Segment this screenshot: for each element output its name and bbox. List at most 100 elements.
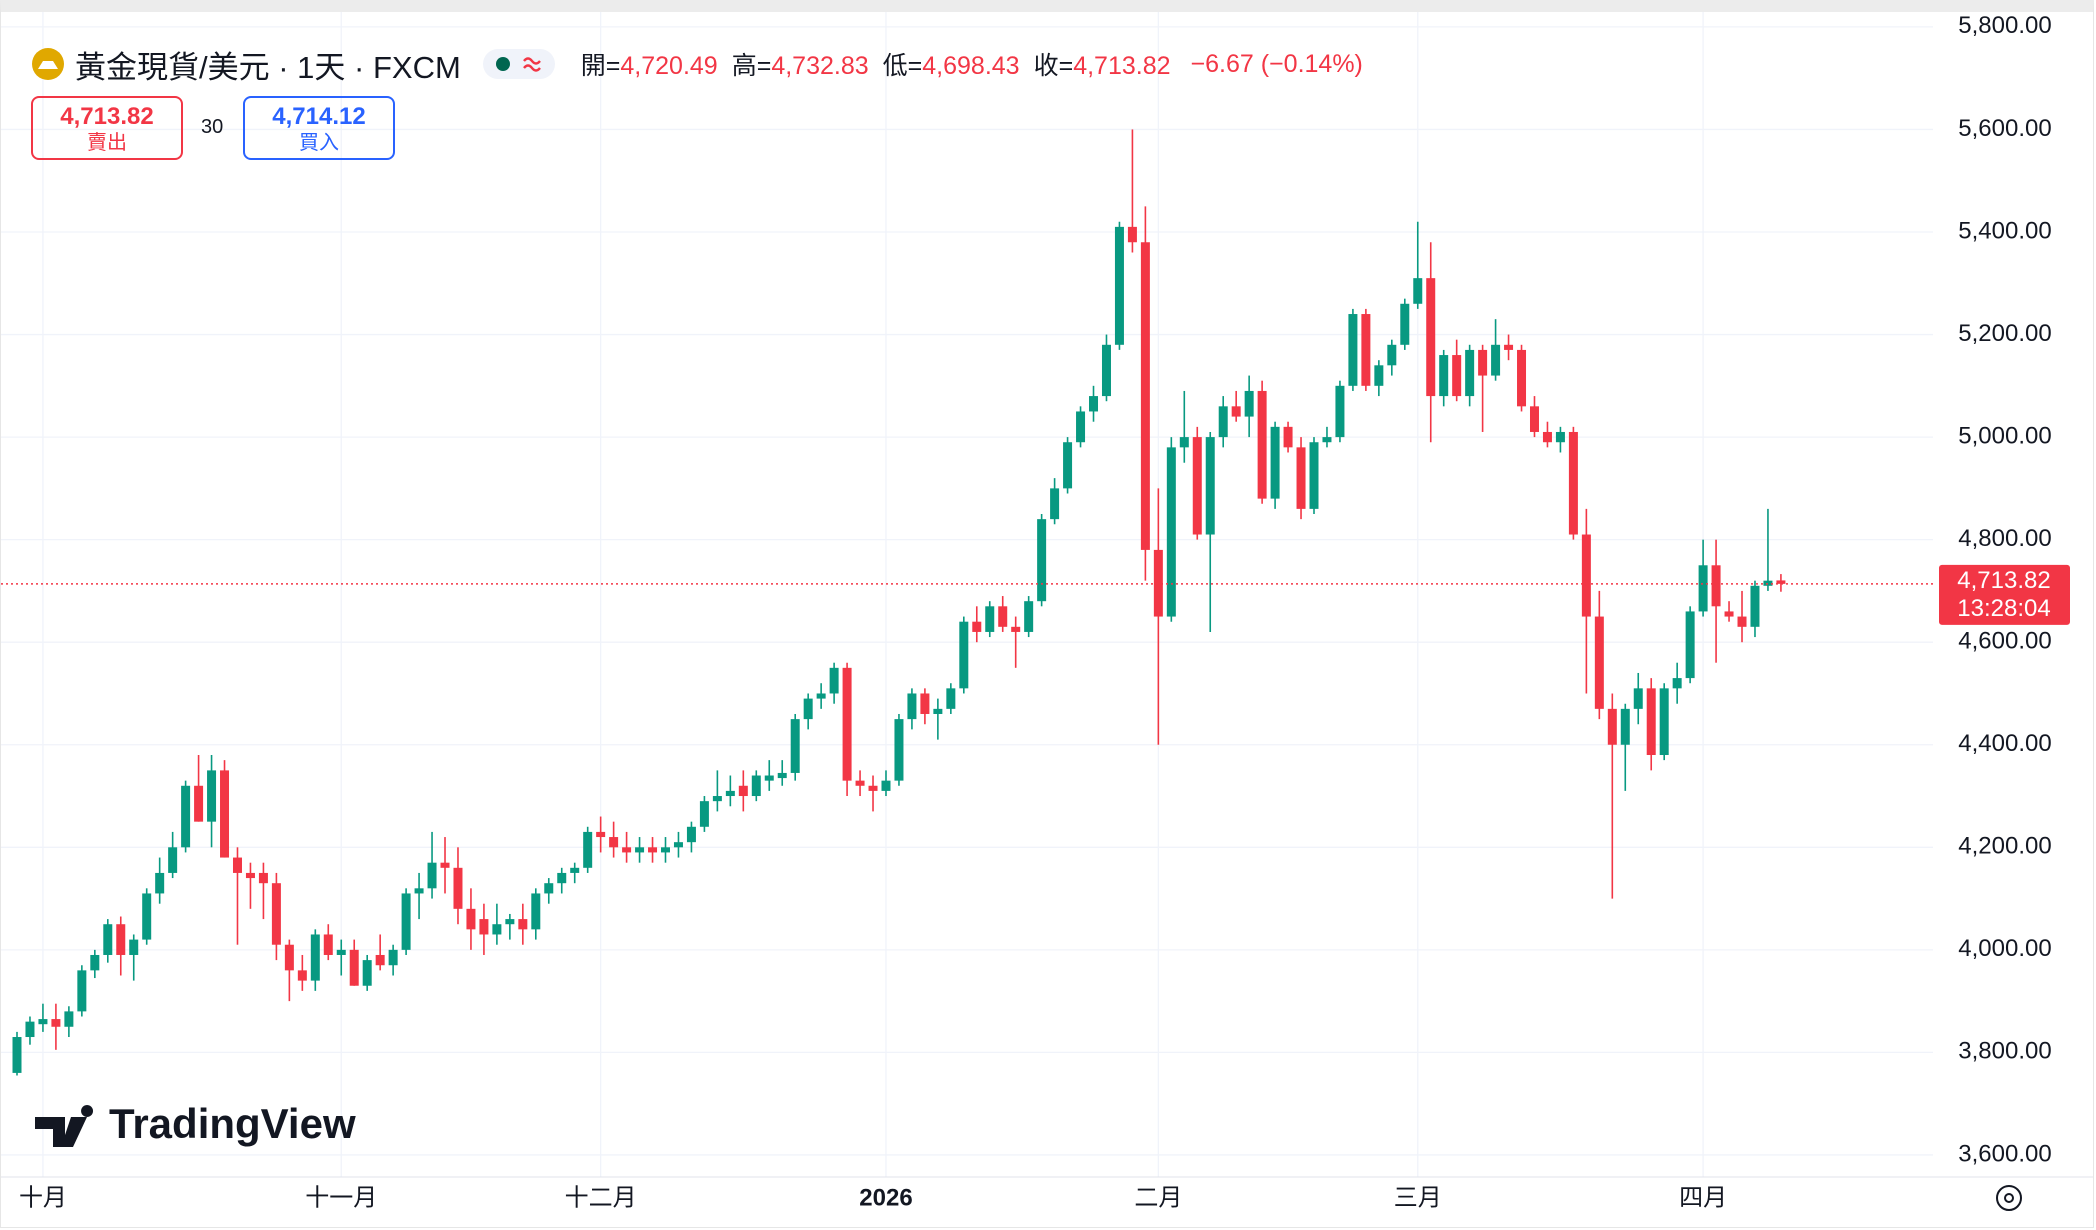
candle-body (466, 908, 476, 930)
candle-body (1750, 585, 1760, 627)
candle-body (648, 847, 658, 853)
x-tick-label: 十一月 (305, 1184, 377, 1211)
candle-body (1089, 396, 1099, 412)
y-tick-label: 5,600.00 (1958, 115, 2051, 142)
candle-body (855, 780, 865, 786)
candle-body (129, 939, 139, 955)
candle-body (803, 698, 813, 720)
approx-icon (522, 57, 541, 72)
candle-body (479, 919, 489, 935)
candle-body (959, 621, 969, 689)
candle-body (1166, 447, 1176, 617)
candle-body (1114, 226, 1124, 345)
candle-body (933, 708, 943, 714)
candle-body (1205, 437, 1215, 535)
candle-body (1685, 611, 1695, 679)
candle-body (1517, 349, 1527, 407)
x-tick-label: 四月 (1679, 1184, 1727, 1211)
candle-body (1361, 314, 1371, 386)
candle-body (583, 831, 593, 868)
candle-body (245, 872, 255, 879)
market-open-dot (495, 57, 510, 71)
x-tick-label: 十月 (19, 1184, 67, 1211)
candle-body (1413, 278, 1423, 304)
candle-body (1698, 565, 1708, 612)
buy-price: 4,714.12 (272, 103, 366, 130)
candle-body (220, 770, 230, 858)
y-tick-label: 4,400.00 (1958, 730, 2051, 757)
candle-body (725, 790, 735, 797)
candle-body (1063, 442, 1073, 489)
candle-body (686, 826, 696, 843)
candle-body (920, 693, 930, 714)
candle-body (764, 775, 774, 781)
candle-body (635, 847, 645, 853)
candle-body (116, 924, 126, 955)
candle-body (1568, 431, 1578, 535)
candle-body (570, 867, 580, 873)
candle-body (232, 857, 242, 873)
candle-body (1504, 344, 1514, 350)
chart: 3,600.00 3,800.00 4,000.00 4,200.00 4,400.00… (1, 12, 2093, 1211)
ohlc-item: 高=4,732.83 (732, 46, 869, 82)
candle-body (12, 1037, 22, 1073)
candle-body (77, 970, 87, 1012)
candle-body (1465, 349, 1475, 397)
candle-body (596, 831, 606, 838)
candle-body (1646, 688, 1656, 756)
last-price-box (1939, 564, 2070, 625)
ohlc-item: 低=4,698.43 (883, 46, 1020, 82)
sell-button[interactable]: 4,713.82 賣出 (31, 96, 183, 160)
price-change: −6.67 (−0.14%) (1190, 49, 1363, 78)
x-tick-label: 2026 (859, 1184, 912, 1211)
candle-body (673, 842, 683, 848)
candle-body (1192, 437, 1202, 535)
candle-body (1270, 426, 1280, 499)
x-tick-label: 二月 (1134, 1184, 1182, 1211)
status-pill[interactable] (482, 49, 555, 79)
candle-body (1724, 611, 1734, 617)
candle-body (362, 960, 372, 986)
y-tick-label: 5,800.00 (1958, 12, 2051, 39)
y-tick-label: 3,800.00 (1958, 1038, 2051, 1065)
candle-body (440, 862, 450, 868)
candle-body (1633, 688, 1643, 709)
ohlc-label: 低= (882, 52, 923, 80)
y-tick-label: 5,200.00 (1958, 320, 2051, 347)
candle-body (505, 919, 515, 925)
symbol-icon (32, 48, 64, 80)
candle-body (1140, 242, 1150, 550)
candle-body (1452, 355, 1462, 397)
settings-icon-center (2004, 1193, 2014, 1203)
candle-body (25, 1021, 35, 1038)
settings-icon (1996, 1185, 2022, 1211)
y-tick-label: 4,000.00 (1958, 935, 2051, 962)
candle-body (181, 785, 191, 848)
candle-body (349, 949, 359, 986)
candle-body (38, 1019, 48, 1025)
candle-body (1011, 626, 1021, 632)
candle-body (1737, 616, 1747, 627)
candle-body (336, 949, 346, 955)
candle-body (1711, 565, 1721, 607)
candle-body (1153, 549, 1163, 617)
candle-body (868, 785, 878, 791)
candle-body (777, 772, 787, 779)
candle-body (1218, 406, 1228, 438)
last-price-label: 4,713.82 (1957, 567, 2050, 594)
candle-body (1594, 616, 1604, 709)
candle-body (90, 954, 100, 971)
sell-label: 賣出 (87, 132, 127, 154)
candle-body (401, 893, 411, 950)
candle-body (258, 872, 268, 884)
candle-body (1555, 431, 1565, 443)
buy-button[interactable]: 4,714.12 買入 (243, 96, 395, 160)
candle-body (1024, 601, 1034, 632)
candle-body (1348, 314, 1358, 386)
candle-body (1231, 406, 1241, 417)
y-tick-label: 5,000.00 (1958, 422, 2051, 449)
candle-body (946, 688, 956, 709)
candle-body (207, 770, 217, 822)
candle-body (1776, 580, 1786, 584)
ohlc-value: 4,698.43 (922, 52, 1020, 80)
